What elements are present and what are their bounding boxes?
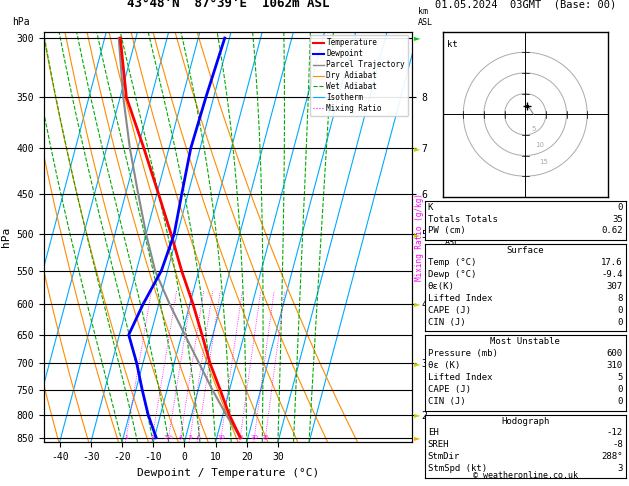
Text: 8: 8 — [617, 294, 623, 303]
Text: 288°: 288° — [601, 452, 623, 461]
Text: θε(K): θε(K) — [428, 282, 455, 291]
Text: hPa: hPa — [13, 17, 30, 27]
Text: 43°48'N  87°39'E  1062m ASL: 43°48'N 87°39'E 1062m ASL — [127, 0, 329, 10]
Text: SREH: SREH — [428, 440, 449, 450]
X-axis label: Dewpoint / Temperature (°C): Dewpoint / Temperature (°C) — [137, 468, 319, 478]
Text: 4: 4 — [179, 435, 183, 440]
Text: 1: 1 — [125, 435, 128, 440]
Text: Pressure (mb): Pressure (mb) — [428, 349, 498, 358]
Text: 6: 6 — [196, 435, 200, 440]
Text: ►: ► — [414, 229, 420, 239]
Text: θε (K): θε (K) — [428, 361, 460, 370]
Y-axis label: hPa: hPa — [1, 227, 11, 247]
Text: 5: 5 — [617, 373, 623, 382]
Text: Mixing Ratio (g/kg): Mixing Ratio (g/kg) — [415, 193, 424, 281]
Text: ►: ► — [414, 359, 420, 368]
Text: 17.6: 17.6 — [601, 258, 623, 267]
Text: 5: 5 — [188, 435, 192, 440]
Text: 3½: 3½ — [164, 435, 174, 440]
Text: -9.4: -9.4 — [601, 270, 623, 279]
Text: Temp (°C): Temp (°C) — [428, 258, 476, 267]
Text: Totals Totals: Totals Totals — [428, 215, 498, 224]
Y-axis label: km
ASL: km ASL — [445, 227, 459, 246]
Text: kt: kt — [447, 40, 457, 49]
Text: CIN (J): CIN (J) — [428, 397, 465, 406]
Text: 3: 3 — [617, 464, 623, 473]
Text: Surface: Surface — [506, 246, 544, 255]
Text: 01.05.2024  03GMT  (Base: 00): 01.05.2024 03GMT (Base: 00) — [435, 0, 616, 10]
Text: Most Unstable: Most Unstable — [490, 337, 560, 347]
Text: K: K — [428, 203, 433, 212]
Text: CAPE (J): CAPE (J) — [428, 385, 470, 394]
Legend: Temperature, Dewpoint, Parcel Trajectory, Dry Adiabat, Wet Adiabat, Isotherm, Mi: Temperature, Dewpoint, Parcel Trajectory… — [309, 35, 408, 116]
Text: © weatheronline.co.uk: © weatheronline.co.uk — [473, 471, 577, 480]
Text: 25: 25 — [262, 435, 270, 440]
Text: Lifted Index: Lifted Index — [428, 373, 493, 382]
Text: km
ASL: km ASL — [418, 7, 433, 27]
Text: 5: 5 — [532, 126, 536, 132]
Text: 0: 0 — [617, 306, 623, 315]
Text: Hodograph: Hodograph — [501, 417, 549, 426]
Text: -8: -8 — [612, 440, 623, 450]
Text: 0: 0 — [617, 318, 623, 327]
Text: CIN (J): CIN (J) — [428, 318, 465, 327]
Text: ►: ► — [414, 299, 420, 309]
Text: 0.62: 0.62 — [601, 226, 623, 236]
Text: 2: 2 — [150, 435, 155, 440]
Text: 15: 15 — [540, 159, 548, 165]
Text: 310: 310 — [606, 361, 623, 370]
Text: 0: 0 — [617, 203, 623, 212]
Text: 15: 15 — [237, 435, 245, 440]
Text: StmDir: StmDir — [428, 452, 460, 461]
Text: CAPE (J): CAPE (J) — [428, 306, 470, 315]
Text: 10: 10 — [218, 435, 225, 440]
Text: 0: 0 — [617, 397, 623, 406]
Text: StmSpd (kt): StmSpd (kt) — [428, 464, 487, 473]
Text: ►: ► — [414, 34, 420, 43]
Text: ►: ► — [414, 144, 420, 153]
Text: Dewp (°C): Dewp (°C) — [428, 270, 476, 279]
Text: ►: ► — [414, 434, 420, 442]
Text: PW (cm): PW (cm) — [428, 226, 465, 236]
Text: 20: 20 — [250, 435, 259, 440]
Text: 35: 35 — [612, 215, 623, 224]
Text: 600: 600 — [606, 349, 623, 358]
Text: ►: ► — [414, 410, 420, 419]
Text: 10: 10 — [535, 142, 545, 148]
Text: -12: -12 — [606, 429, 623, 437]
Text: 307: 307 — [606, 282, 623, 291]
Text: EH: EH — [428, 429, 438, 437]
Text: Lifted Index: Lifted Index — [428, 294, 493, 303]
Text: 0: 0 — [617, 385, 623, 394]
